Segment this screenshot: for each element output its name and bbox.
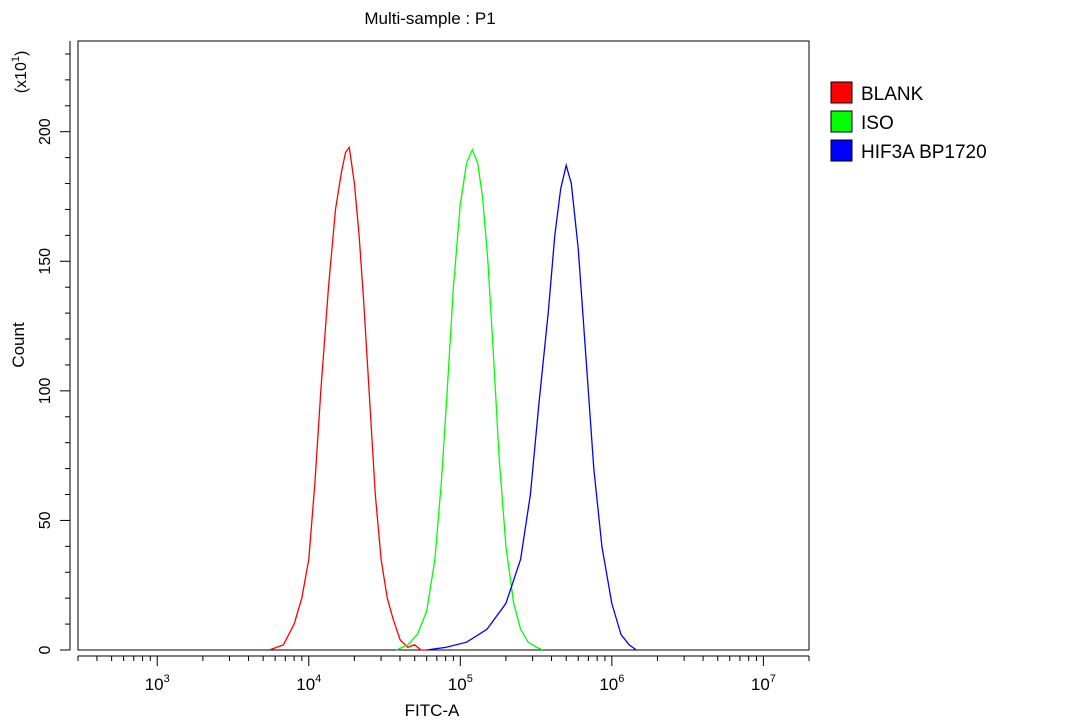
series-line-3	[426, 162, 637, 651]
x-axis-label: FITC-A	[405, 701, 460, 720]
chart-title: Multi-sample : P1	[364, 9, 495, 28]
legend-swatch	[830, 81, 853, 104]
y-multiplier-exp: 1	[10, 56, 22, 62]
y-multiplier-close: )	[13, 51, 30, 56]
y-axis-label: Count	[9, 322, 28, 368]
x-axis: 103 104 105 106 107	[77, 655, 810, 694]
plot-frame	[77, 40, 810, 651]
y-axis-multiplier: (x101)	[10, 51, 30, 94]
legend: BLANK ISO HIF3A BP1720	[830, 81, 987, 163]
legend-label: HIF3A BP1720	[861, 142, 987, 163]
y-multiplier-base: (x10	[13, 62, 30, 93]
y-tick-label: 150	[37, 248, 54, 275]
y-tick-label: 100	[37, 377, 54, 404]
y-tick-label: 50	[37, 511, 54, 529]
x-tick-label: 105	[448, 673, 473, 694]
legend-label: ISO	[861, 113, 894, 134]
series-line-1	[269, 145, 427, 651]
y-axis: 0 50 100 150 200	[37, 41, 71, 654]
legend-swatch	[830, 110, 853, 133]
legend-swatch	[830, 139, 853, 162]
series-line-2	[396, 148, 544, 651]
x-tick-label: 107	[751, 673, 776, 694]
x-tick-label: 106	[599, 673, 624, 694]
series-layer	[269, 145, 637, 651]
x-tick-label: 103	[145, 673, 170, 694]
x-tick-label: 104	[296, 673, 321, 694]
y-tick-label: 200	[37, 118, 54, 145]
y-tick-label: 0	[37, 645, 54, 654]
legend-label: BLANK	[861, 84, 924, 105]
